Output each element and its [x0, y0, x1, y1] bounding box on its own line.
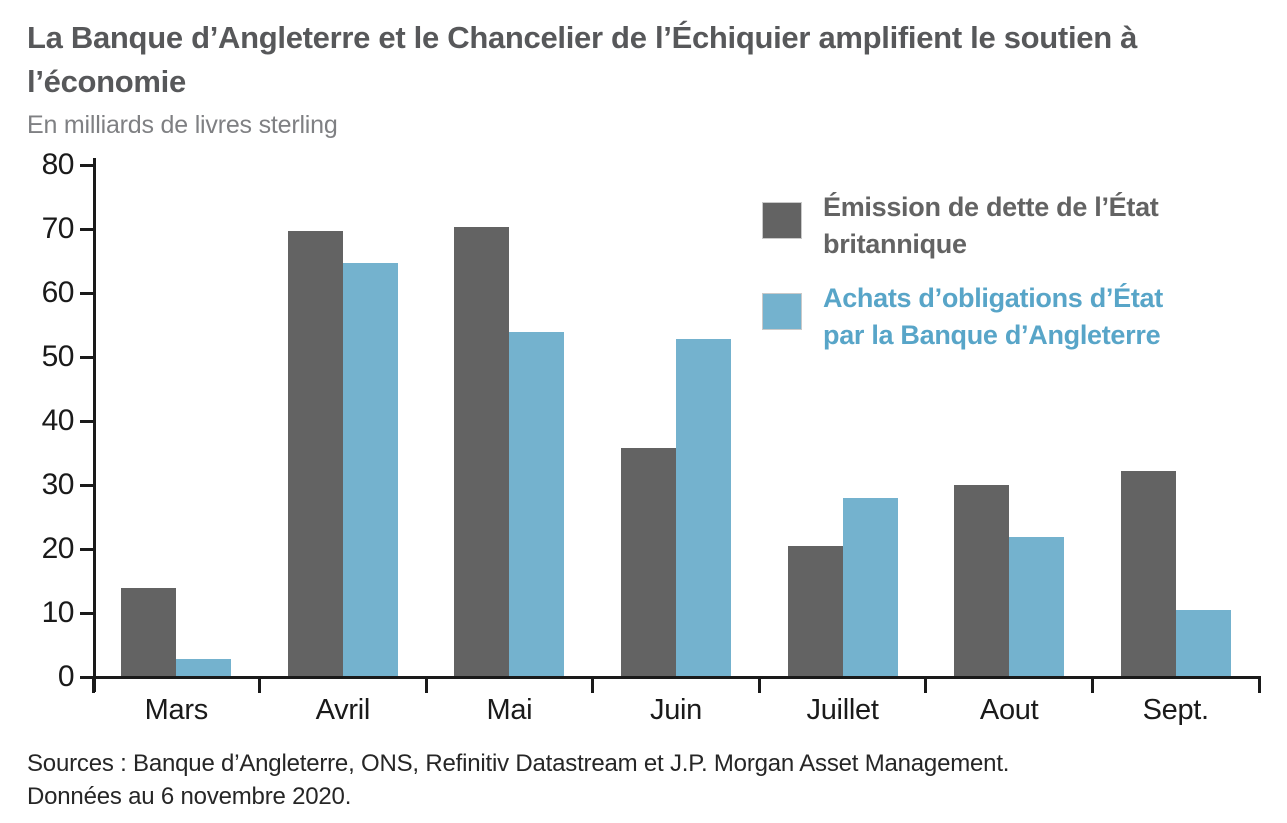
- legend-swatch-blue: [762, 293, 802, 330]
- x-axis-tick: [258, 678, 262, 693]
- bar-blue-avril: [342, 263, 398, 678]
- y-axis-tick: [80, 356, 94, 359]
- y-axis-tick-label: 30: [41, 468, 75, 501]
- x-axis-tick: [757, 678, 761, 693]
- data-date-line: Données au 6 novembre 2020.: [27, 783, 352, 810]
- chart-title: La Banque d’Angleterre et le Chancelier …: [27, 20, 1138, 99]
- y-axis-tick-label: 80: [41, 148, 75, 181]
- legend-label: Émission de dette de l’État britannique: [823, 192, 1159, 259]
- bar-gray-mai: [454, 226, 510, 678]
- y-axis-tick: [80, 228, 94, 231]
- x-axis-tick: [91, 678, 95, 693]
- x-axis-label: Aout: [979, 694, 1039, 726]
- bar-blue-aout: [1009, 537, 1065, 678]
- bar-blue-mars: [176, 659, 232, 678]
- y-axis-tick: [80, 292, 94, 295]
- y-axis-tick: [80, 164, 94, 167]
- legend-item-debt-issuance: Émission de dette de l’État britannique: [762, 189, 1263, 263]
- y-axis-tick: [80, 420, 94, 423]
- bar-blue-mai: [509, 331, 565, 678]
- x-axis-tick: [1257, 678, 1261, 693]
- bar-blue-sept: [1175, 610, 1231, 678]
- bar-gray-juin: [621, 447, 676, 678]
- x-axis-line: [93, 676, 1261, 679]
- x-axis-label: Juin: [650, 694, 702, 726]
- x-axis-label: Mai: [486, 694, 533, 726]
- y-axis-tick-label: 10: [41, 596, 75, 629]
- y-axis-line: [93, 158, 96, 692]
- bar-gray-avril: [287, 230, 343, 678]
- x-axis-tick: [424, 678, 428, 693]
- legend-swatch-gray: [762, 202, 802, 239]
- bar-gray-aout: [954, 484, 1010, 678]
- y-axis-tick-label: 50: [41, 340, 75, 373]
- y-axis-tick-label: 40: [41, 404, 75, 437]
- y-axis-tick-label: 20: [41, 532, 75, 565]
- bar-blue-juin: [676, 338, 731, 678]
- source-line: Sources : Banque d’Angleterre, ONS, Refi…: [27, 750, 1010, 777]
- legend-item-bond-purchases: Achats d’obligations d’État par la Banqu…: [762, 280, 1263, 354]
- y-axis-tick: [80, 612, 94, 615]
- x-axis-label: Sept.: [1142, 694, 1210, 726]
- y-axis-tick: [80, 676, 94, 679]
- y-axis-tick-label: 0: [57, 660, 75, 693]
- x-axis-label: Avril: [315, 694, 371, 726]
- x-axis-tick: [924, 678, 928, 693]
- y-axis-tick: [80, 484, 94, 487]
- y-axis-tick-label: 60: [41, 276, 75, 309]
- x-axis-tick: [1090, 678, 1094, 693]
- bar-gray-mars: [121, 588, 177, 678]
- bar-gray-sept: [1120, 470, 1176, 678]
- bar-blue-juillet: [842, 498, 898, 678]
- x-axis-label: Juillet: [806, 694, 879, 726]
- x-axis-tick: [591, 678, 595, 693]
- source-note: Sources : Banque d’Angleterre, ONS, Refi…: [27, 747, 1177, 813]
- chart-subtitle: En milliards de livres sterling: [27, 111, 338, 139]
- bar-gray-juillet: [787, 545, 843, 678]
- x-axis-label: Mars: [144, 694, 209, 726]
- legend-label: Achats d’obligations d’État par la Banqu…: [823, 283, 1163, 350]
- y-axis-tick-label: 70: [41, 212, 75, 245]
- y-axis-tick: [80, 548, 94, 551]
